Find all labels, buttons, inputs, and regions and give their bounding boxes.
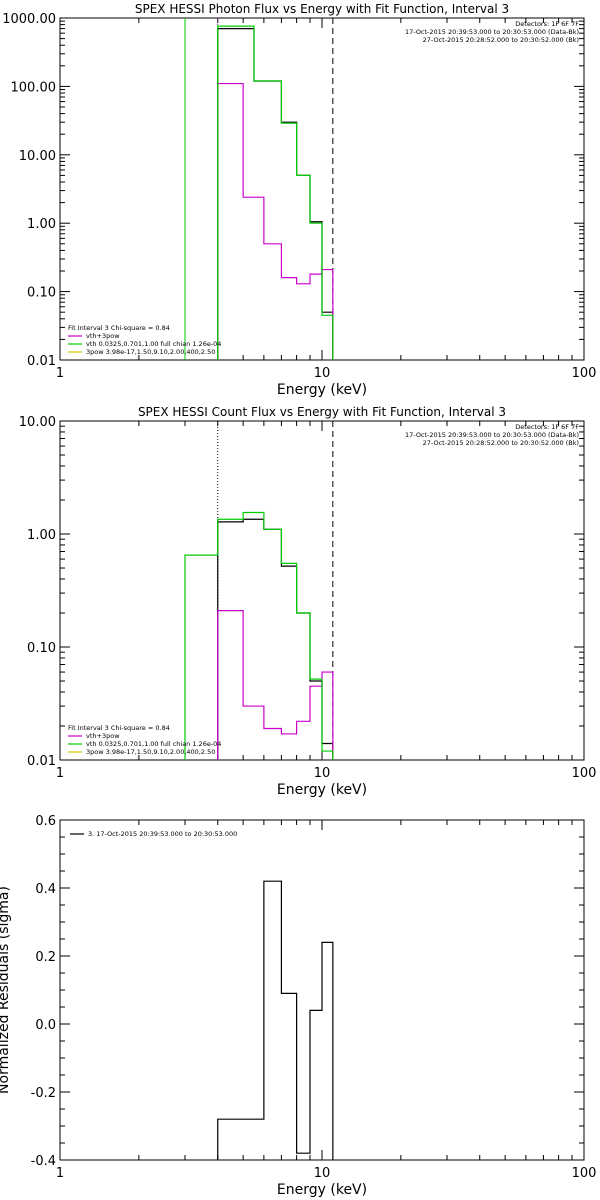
- x-axis-label: Energy (keV): [277, 782, 367, 798]
- y-axis-label: Normalized Residuals (sigma): [0, 886, 12, 1094]
- x-tick-label: 1: [56, 1166, 64, 1181]
- legend-label: vth 0.0325,0.701,1.00 full chian 1.26e-0…: [86, 740, 221, 748]
- chart-title: SPEX HESSI Photon Flux vs Energy with Fi…: [135, 2, 509, 16]
- chart-panel-2: SPEX HESSI Count Flux vs Energy with Fit…: [19, 405, 597, 798]
- x-tick-label: 10: [314, 766, 331, 781]
- x-axis-label: Energy (keV): [277, 1182, 367, 1198]
- y-tick-label: 0.6: [35, 814, 56, 829]
- x-tick-label: 1: [56, 766, 64, 781]
- y-tick-label: 10.00: [19, 415, 56, 430]
- legend-label: 3pow 3.98e-17,1.50,9.10,2.00,400,2.50: [86, 748, 215, 756]
- y-tick-label: -0.2: [31, 1086, 56, 1101]
- y-tick-label: 0.01: [27, 354, 56, 369]
- y-tick-label: 0.0: [35, 1018, 56, 1033]
- y-tick-label: 0.01: [27, 754, 56, 769]
- legend-label: vth+3pow: [86, 332, 120, 340]
- x-tick-label: 100: [572, 766, 597, 781]
- legend-label: 3. 17-Oct-2015 20:39:53.000 to 20:30:53.…: [88, 830, 237, 838]
- x-tick-label: 100: [572, 1166, 597, 1181]
- y-tick-label: -0.4: [31, 1154, 56, 1169]
- x-tick-label: 10: [314, 1166, 331, 1181]
- y-tick-label: 1.00: [27, 217, 56, 232]
- y-tick-label: 1000.00: [2, 12, 56, 27]
- legend-label: vth+3pow: [86, 732, 120, 740]
- legend-label: vth 0.0325,0.701,1.00 full chian 1.26e-0…: [86, 340, 221, 348]
- header-text: 27-Oct-2015 20:28:52.000 to 20:30:52.000…: [423, 36, 579, 44]
- x-tick-label: 10: [314, 366, 331, 381]
- x-tick-label: 100: [572, 366, 597, 381]
- chart-title: SPEX HESSI Count Flux vs Energy with Fit…: [138, 405, 506, 419]
- y-tick-label: 10.00: [19, 149, 56, 164]
- header-text: 17-Oct-2015 20:39:53.000 to 20:30:53.000…: [405, 28, 579, 36]
- y-tick-label: 0.4: [35, 882, 56, 897]
- chart-panel-1: SPEX HESSI Photon Flux vs Energy with Fi…: [2, 2, 597, 398]
- chart-panel-3: 1 10 100 -0.4 -0.2 0.0 0.2 0.4 0.6 Energy (keV) No…: [0, 814, 596, 1198]
- legend-label: Fit Interval 3 Chi-square = 0.84: [68, 724, 170, 732]
- legend-label: 3pow 3.98e-17,1.50,9.10,2.00,400,2.50: [86, 348, 215, 356]
- x-tick-label: 1: [56, 366, 64, 381]
- y-tick-label: 100.00: [11, 80, 57, 95]
- x-axis-label: Energy (keV): [277, 382, 367, 398]
- y-tick-label: 0.2: [35, 950, 56, 965]
- header-text: Detectors: 1F 6F 7F: [515, 20, 579, 28]
- header-text: 17-Oct-2015 20:39:53.000 to 20:30:53.000…: [405, 431, 579, 439]
- series-3-step-line: [217, 25, 334, 360]
- y-tick-label: 0.10: [27, 641, 56, 656]
- series-1-step-line: [217, 880, 334, 1160]
- legend-label: Fit Interval 3 Chi-square = 0.84: [68, 324, 170, 332]
- header-text: 27-Oct-2015 20:28:52.000 to 20:30:52.000…: [423, 439, 579, 447]
- y-tick-label: 1.00: [27, 528, 56, 543]
- header-text: Detectors: 1F 6F 7F: [515, 423, 579, 431]
- series-3-step-line: [184, 511, 334, 760]
- y-tick-label: 0.10: [27, 286, 56, 301]
